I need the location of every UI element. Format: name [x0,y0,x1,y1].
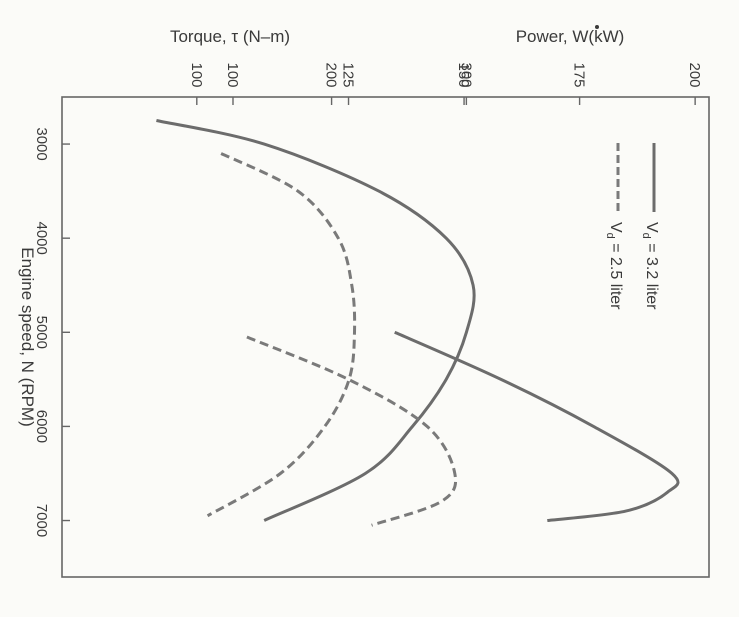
rpm-tick-label: 7000 [33,504,50,537]
legend-label-dashed: Vd = 2.5 liter [604,222,624,310]
torque-tick-label: 100 [188,62,205,87]
torque-axis-title: Torque, τ (N–m) [170,27,290,46]
torque-curve-3-2-liter [156,119,476,522]
power-dot-accent [595,25,599,29]
power-tick-label: 125 [340,62,357,87]
rpm-tick-label: 6000 [33,410,50,443]
power-axis-title: Power, W(kW) [516,27,625,46]
legend: Vd = 3.2 liter Vd = 2.5 liter [604,143,660,310]
plot-frame [61,96,710,578]
series-layer [156,119,680,527]
torque-tick-label: 300 [457,62,474,87]
torque-ticks: 100 200 300 [188,62,474,105]
torque-curve-2-5-liter [206,152,357,518]
power-tick-label: 175 [571,62,588,87]
legend-label-solid: Vd = 3.2 liter [640,222,660,310]
power-curve-3-2-liter [394,330,680,522]
x-ticks: 3000 4000 5000 6000 7000 [33,127,70,537]
power-tick-label: 150 [455,62,472,87]
rpm-tick-label: 4000 [33,221,50,254]
x-axis-title: Engine speed, N (RPM) [18,247,37,427]
power-tick-label: 100 [224,62,241,87]
power-ticks: 100 125 150 175 200 [224,62,703,105]
power-tick-label: 200 [686,62,703,87]
torque-tick-label: 200 [323,62,340,87]
rpm-tick-label: 5000 [33,316,50,349]
power-curve-2-5-liter [246,335,458,527]
rpm-tick-label: 3000 [33,127,50,160]
